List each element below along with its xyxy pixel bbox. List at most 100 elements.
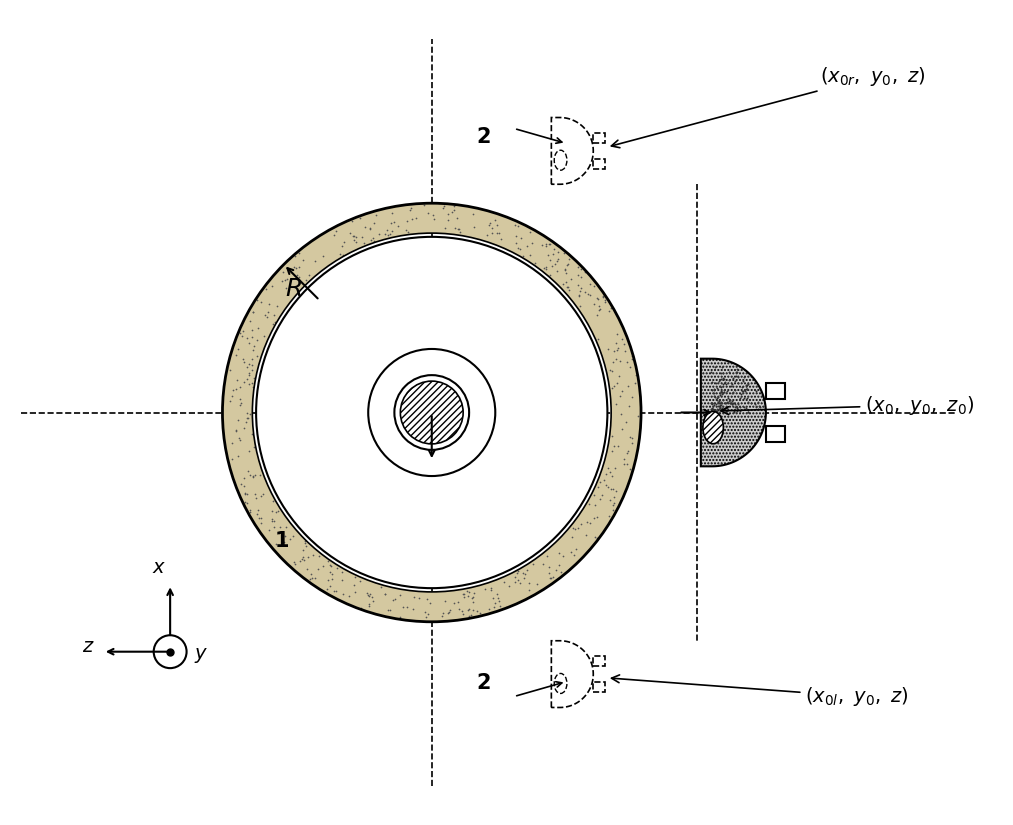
Point [619,446,635,460]
Point [576,266,593,279]
Point [269,299,286,313]
Point [253,489,269,502]
Point [706,403,722,417]
Point [419,607,436,620]
Polygon shape [766,426,785,442]
Point [560,257,576,270]
Point [712,401,728,414]
Point [606,380,622,393]
Point [488,587,504,601]
Point [319,582,335,596]
Point [456,591,472,604]
Point [286,555,302,568]
Point [461,586,477,599]
Point [361,590,377,603]
Point [546,242,562,255]
Point [245,470,261,483]
Point [228,382,244,395]
Point [711,396,727,409]
Point [556,246,572,259]
Point [538,261,554,274]
Point [382,603,398,616]
Point [314,249,330,262]
Point [263,514,280,527]
Point [713,396,729,409]
Point [711,375,727,388]
Point [490,594,506,607]
Point [557,262,573,276]
Point [540,248,556,262]
Point [738,392,755,405]
Point [590,309,606,322]
Point [704,403,720,416]
Point [277,529,293,542]
Point [707,398,723,411]
Point [576,285,593,299]
Text: $z$: $z$ [82,637,94,656]
Point [224,436,240,449]
Point [346,586,363,599]
Point [250,321,266,334]
Point [291,271,307,284]
Point [265,520,282,533]
Point [600,481,616,494]
Point [624,431,640,445]
Point [703,365,719,379]
Point [416,198,433,211]
Point [527,257,543,270]
Point [550,252,566,266]
Point [335,587,352,601]
Point [228,423,244,436]
Point [294,552,310,565]
Point [593,302,609,315]
Point [384,206,400,219]
Point [709,391,725,404]
Point [232,433,248,446]
Point [563,530,579,544]
Point [231,431,247,445]
Point [581,497,598,511]
Point [711,395,727,408]
Point [258,310,275,323]
Point [509,566,525,579]
Point [566,549,582,562]
Point [461,603,477,616]
Point [288,250,304,263]
Point [323,568,339,581]
Point [380,603,396,616]
Point [287,558,303,571]
Point [734,384,751,398]
Point [729,403,746,417]
Point [437,221,453,234]
Text: $(x_{0l},\ y_0,\ z)$: $(x_{0l},\ y_0,\ z)$ [612,675,910,708]
Point [359,586,375,599]
Point [738,383,755,396]
Point [506,219,523,232]
Point [525,557,541,570]
Point [279,281,295,295]
Point [256,309,272,322]
Point [727,383,744,396]
Point [710,399,726,412]
Point [612,355,628,368]
Point [521,583,537,596]
Point [735,391,752,404]
Point [721,395,737,408]
Point [251,512,267,525]
Point [707,403,723,417]
Point [247,487,263,500]
Point [604,365,620,378]
Point [542,253,558,266]
Point [732,388,749,401]
Point [411,592,427,605]
Point [718,404,734,417]
Point [600,342,616,356]
Point [737,384,754,398]
Text: $x$: $x$ [152,559,166,578]
Point [718,404,734,417]
Point [326,229,342,242]
Point [519,563,535,576]
Point [559,258,575,271]
Point [536,262,552,275]
Point [738,383,755,396]
